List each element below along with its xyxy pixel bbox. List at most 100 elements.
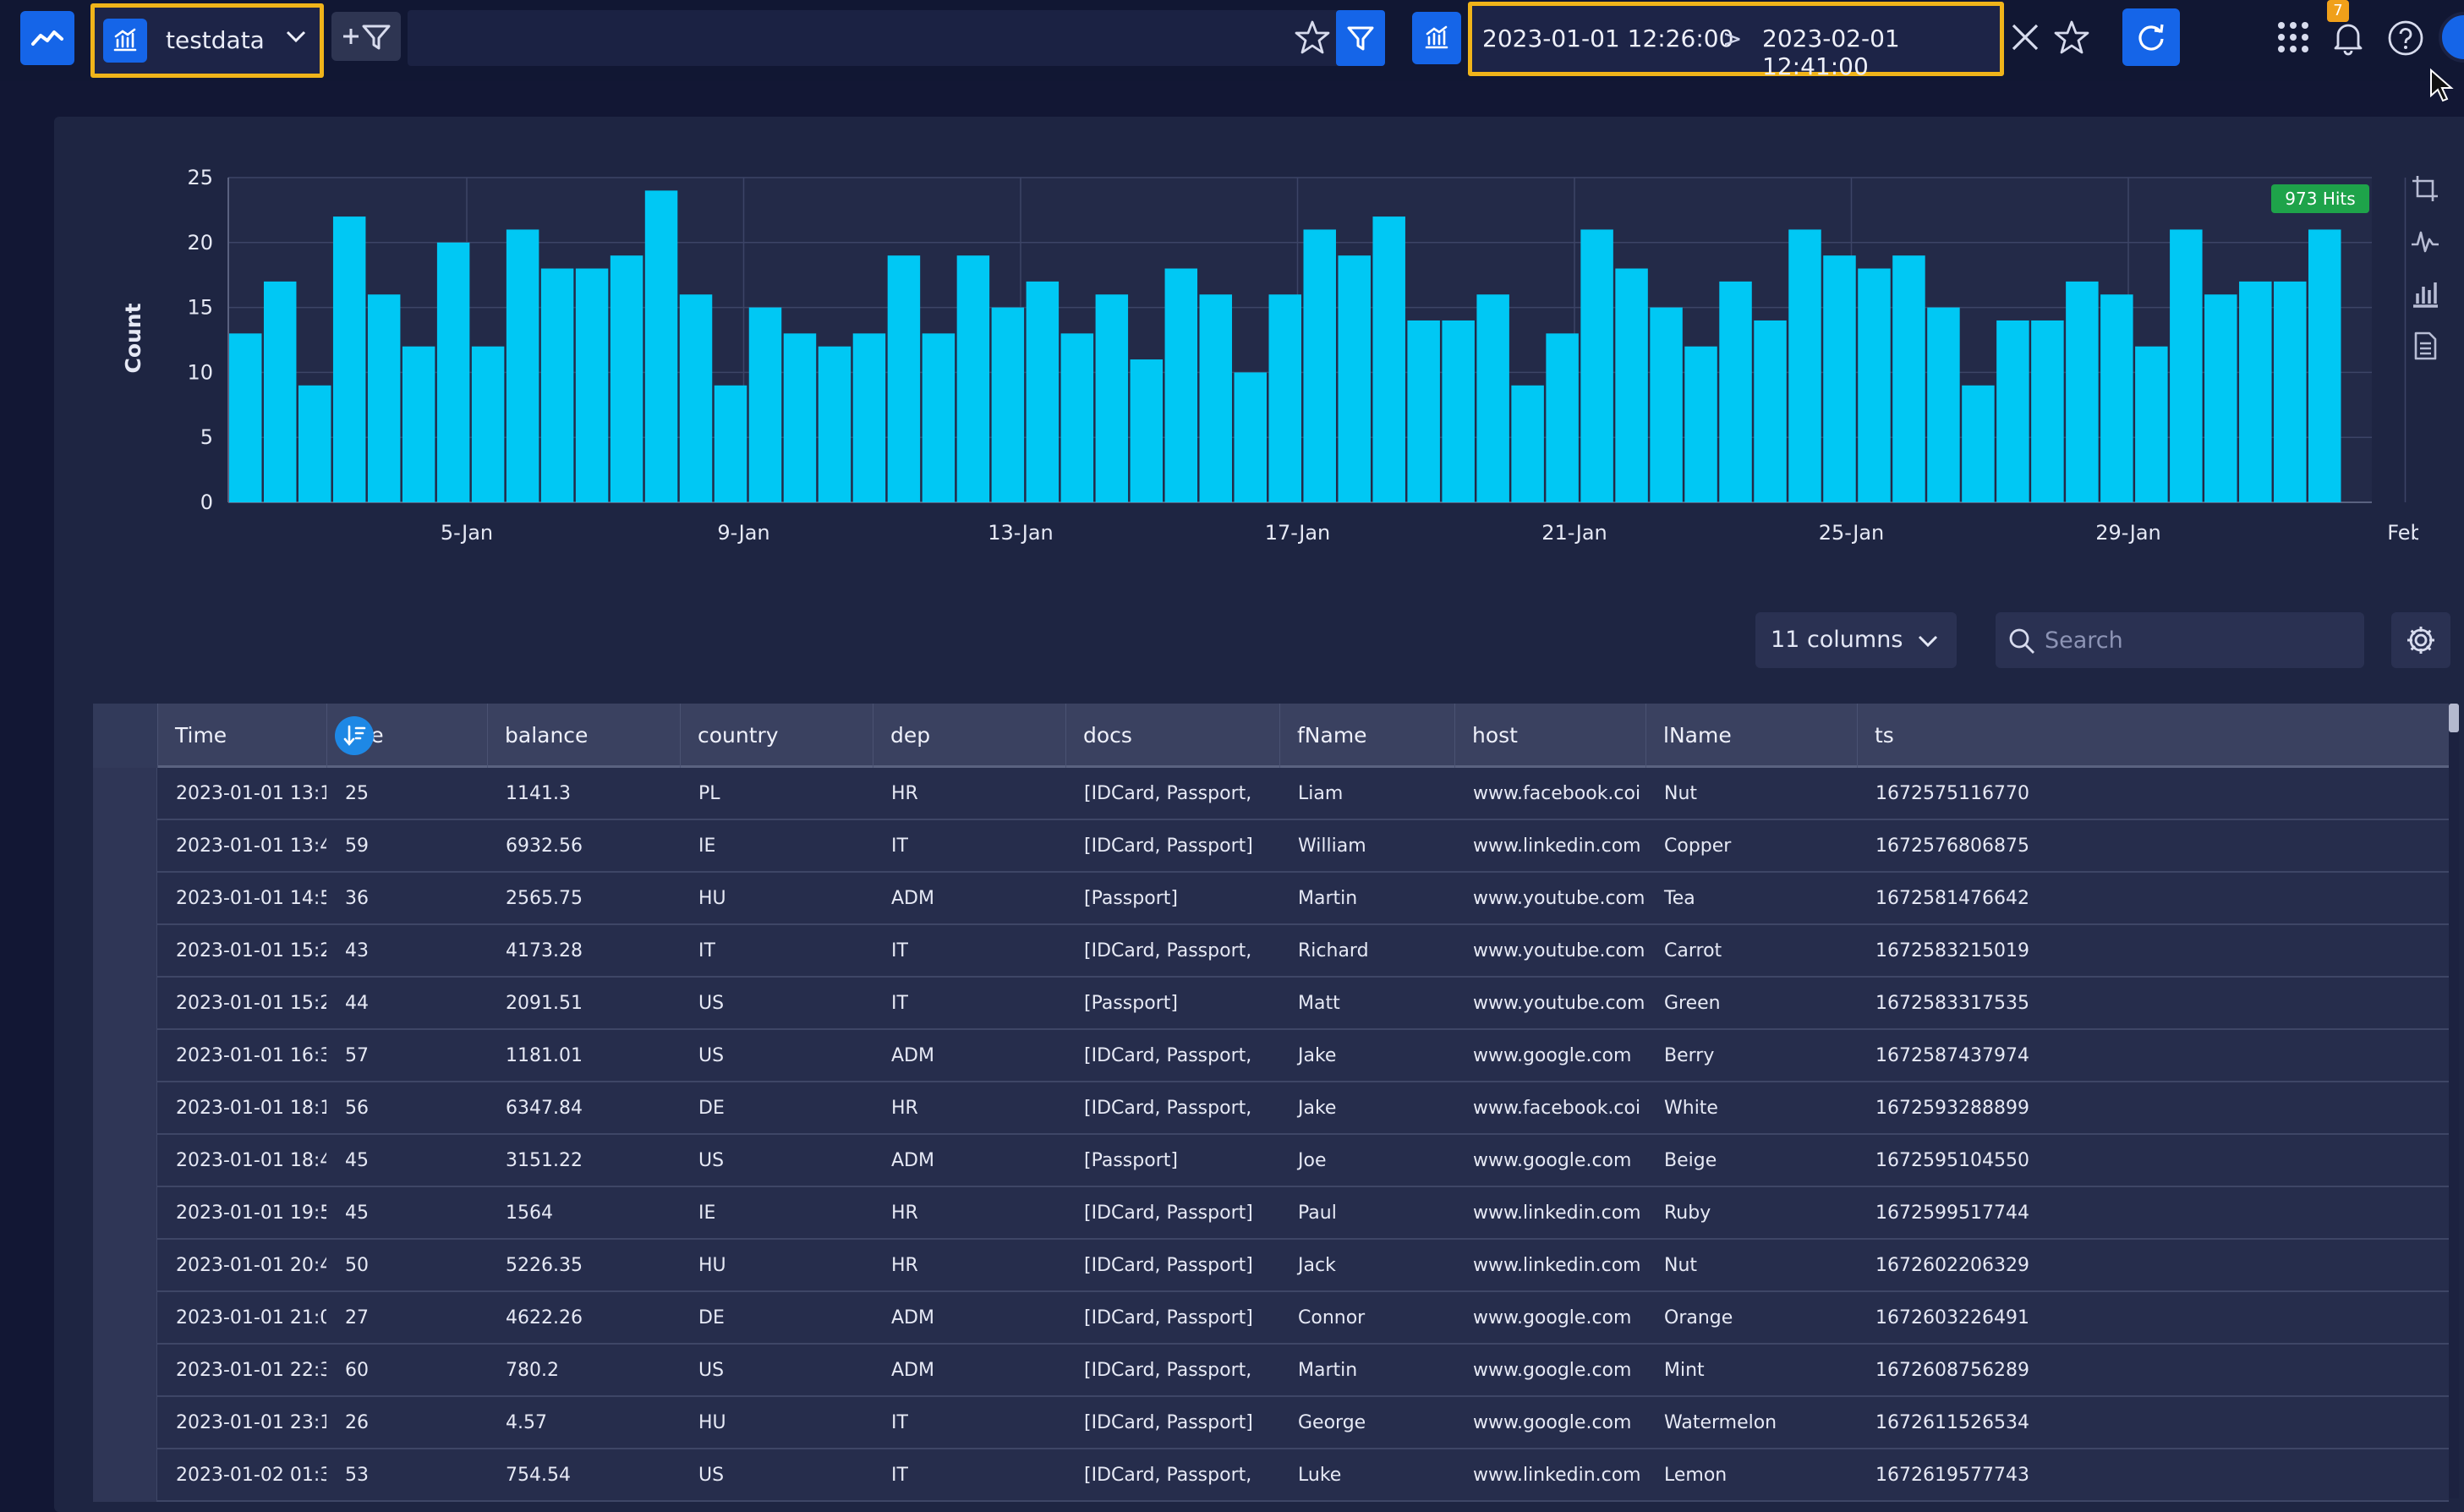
table-row[interactable]: 2023-01-01 13:11:56 25 1141.3 PL HR [IDCard, … xyxy=(93,768,2449,820)
histogram-bar[interactable] xyxy=(644,190,678,503)
datasource-selector[interactable]: testdata xyxy=(90,3,324,78)
row-gutter[interactable] xyxy=(93,1292,157,1345)
histogram-bar[interactable] xyxy=(818,346,851,502)
histogram-bar[interactable] xyxy=(1615,268,1648,502)
histogram-bar[interactable] xyxy=(229,333,262,502)
histogram-bar[interactable] xyxy=(2239,281,2272,502)
histogram-bar[interactable] xyxy=(783,333,817,502)
histogram-bar[interactable] xyxy=(1234,372,1268,502)
line-chart-icon[interactable] xyxy=(2410,226,2440,256)
table-row[interactable]: 2023-01-01 22:32:36 60 780.2 US ADM [IDCard, … xyxy=(93,1345,2449,1397)
time-range-picker[interactable]: 2023-01-01 12:26:00 > 2023-02-01 12:41:0… xyxy=(1468,2,2004,80)
close-icon[interactable] xyxy=(2007,19,2044,56)
histogram-bar[interactable] xyxy=(1199,294,1233,502)
histogram-bar[interactable] xyxy=(610,255,643,502)
histogram-bar[interactable] xyxy=(367,294,401,502)
search-box[interactable] xyxy=(1996,612,2364,668)
table-row[interactable]: 2023-01-01 18:45:04 45 3151.22 US ADM [Passpo… xyxy=(93,1135,2449,1187)
histogram-bar[interactable] xyxy=(1442,320,1475,502)
histogram-bar[interactable] xyxy=(2308,229,2341,502)
column-header-ts[interactable]: ts xyxy=(1857,704,2449,768)
histogram-bar[interactable] xyxy=(1719,281,1752,502)
sort-button[interactable] xyxy=(335,716,374,755)
star-icon[interactable] xyxy=(2053,19,2090,56)
histogram-bar[interactable] xyxy=(332,216,366,502)
histogram-bar[interactable] xyxy=(575,268,609,502)
columns-dropdown[interactable]: 11 columns xyxy=(1755,612,1957,668)
time-to[interactable]: 2023-02-01 12:41:00 xyxy=(1762,25,1900,80)
home-button[interactable] xyxy=(20,11,74,65)
column-header-balance[interactable]: balance xyxy=(487,704,680,768)
histogram-bar[interactable] xyxy=(1754,320,1787,502)
histogram-bar[interactable] xyxy=(1060,333,1094,502)
histogram-bar[interactable] xyxy=(2031,320,2064,502)
table-row[interactable]: 2023-01-01 16:37:17 57 1181.01 US ADM [IDCard… xyxy=(93,1030,2449,1082)
column-header-host[interactable]: host xyxy=(1454,704,1645,768)
column-header-time[interactable]: Time xyxy=(157,704,326,768)
row-gutter[interactable] xyxy=(93,1030,157,1082)
histogram-bar[interactable] xyxy=(1650,307,1683,502)
bar-chart-icon[interactable] xyxy=(2410,278,2440,309)
histogram-bar[interactable] xyxy=(2204,294,2237,502)
time-range-button[interactable] xyxy=(1412,12,1461,64)
histogram-bar[interactable] xyxy=(679,294,713,502)
table-row[interactable]: 2023-01-01 20:43:26 50 5226.35 HU HR [IDCard,… xyxy=(93,1240,2449,1292)
apply-filter-button[interactable] xyxy=(1336,10,1385,66)
histogram-bar[interactable] xyxy=(1095,294,1129,502)
histogram-bar[interactable] xyxy=(1511,385,1544,502)
histogram-bar[interactable] xyxy=(1164,268,1198,502)
search-input[interactable] xyxy=(2045,621,2349,660)
query-input[interactable] xyxy=(408,10,1384,66)
histogram-bar[interactable] xyxy=(1303,229,1336,502)
histogram-bar[interactable] xyxy=(2135,346,2168,502)
row-gutter[interactable] xyxy=(93,1082,157,1135)
column-header-lname[interactable]: lName xyxy=(1645,704,1857,768)
histogram-bar[interactable] xyxy=(714,385,747,502)
histogram-bar[interactable] xyxy=(991,307,1025,502)
row-gutter[interactable] xyxy=(93,1187,157,1240)
histogram-bar[interactable] xyxy=(263,281,297,502)
histogram-bar[interactable] xyxy=(922,333,955,502)
histogram-bar[interactable] xyxy=(1476,294,1509,502)
histogram-bar[interactable] xyxy=(402,346,435,502)
row-gutter[interactable] xyxy=(93,1135,157,1187)
column-header-fname[interactable]: fName xyxy=(1279,704,1454,768)
row-gutter[interactable] xyxy=(93,1449,157,1502)
avatar[interactable] xyxy=(2439,12,2464,63)
column-header-docs[interactable]: docs xyxy=(1065,704,1279,768)
apps-grid-icon[interactable] xyxy=(2275,19,2312,56)
histogram-bar[interactable] xyxy=(1026,281,1060,502)
histogram-bar[interactable] xyxy=(436,242,470,502)
scrollbar-thumb[interactable] xyxy=(2449,704,2459,732)
crop-icon[interactable] xyxy=(2410,173,2440,204)
histogram-bar[interactable] xyxy=(852,333,886,502)
table-row[interactable]: 2023-01-01 13:40:06 59 6932.56 IE IT [IDCard,… xyxy=(93,820,2449,873)
histogram-bar[interactable] xyxy=(887,255,921,502)
table-row[interactable]: 2023-01-02 01:32:57 53 754.54 US IT [IDCard, … xyxy=(93,1449,2449,1502)
histogram-bar[interactable] xyxy=(506,229,539,502)
table-row[interactable]: 2023-01-01 14:57:56 36 2565.75 HU ADM [Passpo… xyxy=(93,873,2449,925)
histogram-bar[interactable] xyxy=(1788,229,1821,502)
time-from[interactable]: 2023-01-01 12:26:00 xyxy=(1482,25,1734,52)
bell-icon[interactable] xyxy=(2330,19,2367,56)
histogram-bar[interactable] xyxy=(1927,307,1960,502)
histogram-bar[interactable] xyxy=(748,307,782,502)
histogram-bar[interactable] xyxy=(1580,229,1613,502)
row-gutter[interactable] xyxy=(93,1240,157,1292)
histogram-bar[interactable] xyxy=(1338,255,1371,502)
histogram-bar[interactable] xyxy=(1823,255,1856,502)
column-header-country[interactable]: country xyxy=(680,704,873,768)
histogram-bar[interactable] xyxy=(1684,346,1717,502)
help-icon[interactable] xyxy=(2386,19,2425,58)
table-row[interactable]: 2023-01-01 23:18:46 26 4.57 HU IT [IDCard, Pa… xyxy=(93,1397,2449,1449)
histogram-bar[interactable] xyxy=(1372,216,1405,502)
document-icon[interactable] xyxy=(2410,331,2440,361)
star-icon[interactable] xyxy=(1294,19,1331,56)
column-header-dep[interactable]: dep xyxy=(873,704,1065,768)
histogram-bar[interactable] xyxy=(1996,320,2029,502)
histogram-bar[interactable] xyxy=(298,385,331,502)
table-row[interactable]: 2023-01-01 15:28:37 44 2091.51 US IT [Passpor… xyxy=(93,978,2449,1030)
row-gutter[interactable] xyxy=(93,925,157,978)
row-gutter[interactable] xyxy=(93,820,157,873)
add-filter-button[interactable] xyxy=(331,12,401,61)
